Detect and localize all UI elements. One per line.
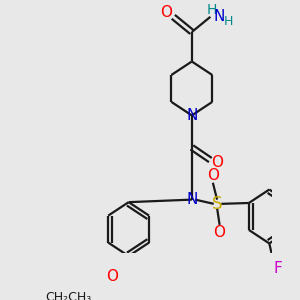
Text: O: O	[211, 155, 223, 170]
Text: CH₂CH₃: CH₂CH₃	[45, 291, 92, 300]
Text: O: O	[106, 269, 118, 284]
Text: N: N	[186, 192, 197, 207]
Text: N: N	[186, 108, 197, 123]
Text: O: O	[214, 225, 226, 240]
Text: F: F	[273, 261, 282, 276]
Text: H: H	[207, 3, 217, 17]
Text: S: S	[212, 195, 222, 213]
Text: H: H	[224, 15, 234, 28]
Text: O: O	[160, 5, 172, 20]
Text: O: O	[207, 168, 219, 183]
Text: N: N	[213, 9, 224, 24]
